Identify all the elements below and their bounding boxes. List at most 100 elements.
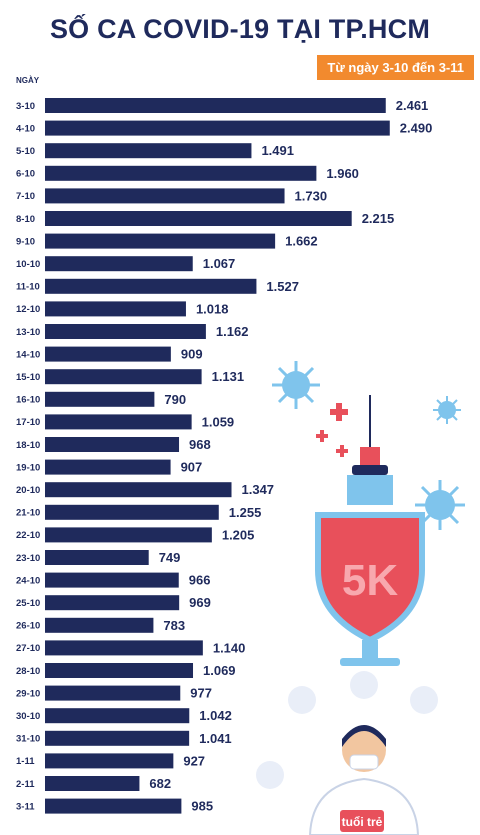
category-label: 31-10 (16, 734, 40, 745)
category-label: 5-10 (16, 146, 35, 157)
value-label: 1.131 (212, 369, 245, 384)
category-label: 20-10 (16, 485, 40, 496)
category-label: 21-10 (16, 508, 40, 519)
plus-icon (316, 403, 348, 457)
category-label: 3-10 (16, 101, 35, 112)
category-label: 4-10 (16, 123, 35, 134)
category-label: 8-10 (16, 214, 35, 225)
category-label: 1-11 (16, 756, 35, 767)
shield-badge-text: 5K (342, 556, 398, 605)
bar (45, 504, 219, 520)
category-label: 17-10 (16, 417, 40, 428)
bar (45, 798, 182, 814)
bar (45, 165, 317, 181)
value-label: 1.255 (229, 505, 262, 520)
category-label: 2-11 (16, 779, 35, 790)
category-label: 30-10 (16, 711, 40, 722)
category-label: 14-10 (16, 349, 40, 360)
value-label: 1.140 (213, 640, 246, 655)
value-label: 1.059 (202, 414, 235, 429)
vaccine-illustration: 5K tuổi trẻ (256, 361, 465, 835)
value-label: 1.491 (261, 143, 294, 158)
value-label: 969 (189, 595, 211, 610)
bar (45, 256, 193, 272)
value-label: 1.205 (222, 527, 255, 542)
category-label: 15-10 (16, 372, 40, 383)
value-label: 1.347 (242, 482, 275, 497)
bar (45, 753, 174, 769)
category-label: 7-10 (16, 191, 35, 202)
bar (45, 685, 181, 701)
bar (45, 278, 257, 294)
bar (45, 120, 390, 136)
value-label: 1.960 (326, 166, 359, 181)
bar (45, 572, 179, 588)
value-label: 1.018 (196, 301, 229, 316)
bar (45, 708, 190, 724)
value-label: 2.490 (400, 121, 433, 136)
value-label: 1.069 (203, 663, 236, 678)
category-label: 3-11 (16, 801, 35, 812)
value-label: 2.461 (396, 98, 429, 113)
value-label: 1.162 (216, 324, 249, 339)
value-label: 1.042 (199, 708, 232, 723)
value-label: 1.527 (266, 279, 299, 294)
bar (45, 324, 206, 339)
bar (45, 188, 285, 204)
bar (45, 640, 203, 656)
value-label: 968 (189, 437, 211, 452)
bar (45, 369, 202, 385)
bar (45, 730, 190, 746)
value-label: 1.067 (203, 256, 236, 271)
category-label: 12-10 (16, 304, 40, 315)
page-title: SỐ CA COVID-19 TẠI TP.HCM (49, 14, 431, 44)
category-label: 27-10 (16, 643, 40, 654)
bar (45, 301, 186, 317)
bar (45, 437, 180, 452)
bar (45, 550, 149, 565)
category-label: 16-10 (16, 395, 40, 406)
bar (45, 391, 155, 407)
bar (45, 414, 192, 430)
value-label: 909 (181, 347, 203, 362)
bar (45, 346, 171, 362)
category-label: 26-10 (16, 621, 40, 632)
value-label: 966 (189, 573, 211, 588)
bar (45, 595, 180, 611)
value-label: 927 (183, 753, 205, 768)
value-label: 977 (190, 686, 212, 701)
category-label: 13-10 (16, 327, 40, 338)
value-label: 2.215 (362, 211, 395, 226)
value-label: 1.730 (295, 188, 328, 203)
bar (45, 527, 212, 543)
value-label: 682 (149, 776, 171, 791)
category-label: 9-10 (16, 236, 35, 247)
category-label: 10-10 (16, 259, 40, 270)
date-range-badge: Từ ngày 3-10 đến 3-11 (317, 55, 474, 80)
logo-text: tuổi trẻ (342, 815, 383, 829)
bar (45, 459, 171, 475)
category-label: 23-10 (16, 553, 40, 564)
bar (45, 663, 194, 678)
bar (45, 776, 140, 791)
category-label: 18-10 (16, 440, 40, 451)
value-label: 1.041 (199, 731, 232, 746)
category-label: 11-10 (16, 282, 40, 293)
value-label: 749 (159, 550, 181, 565)
value-label: 790 (164, 392, 186, 407)
category-label: 19-10 (16, 462, 40, 473)
virus-icon (415, 480, 465, 530)
bar (45, 482, 232, 498)
bar (45, 143, 252, 159)
virus-icon (272, 361, 320, 409)
bar (45, 98, 386, 113)
value-label: 1.662 (285, 234, 318, 249)
category-label: 25-10 (16, 598, 40, 609)
value-label: 907 (181, 460, 203, 475)
virus-icon (433, 396, 461, 424)
category-label: 28-10 (16, 666, 40, 677)
bar (45, 233, 276, 249)
bar (45, 617, 154, 633)
bar (45, 211, 352, 226)
